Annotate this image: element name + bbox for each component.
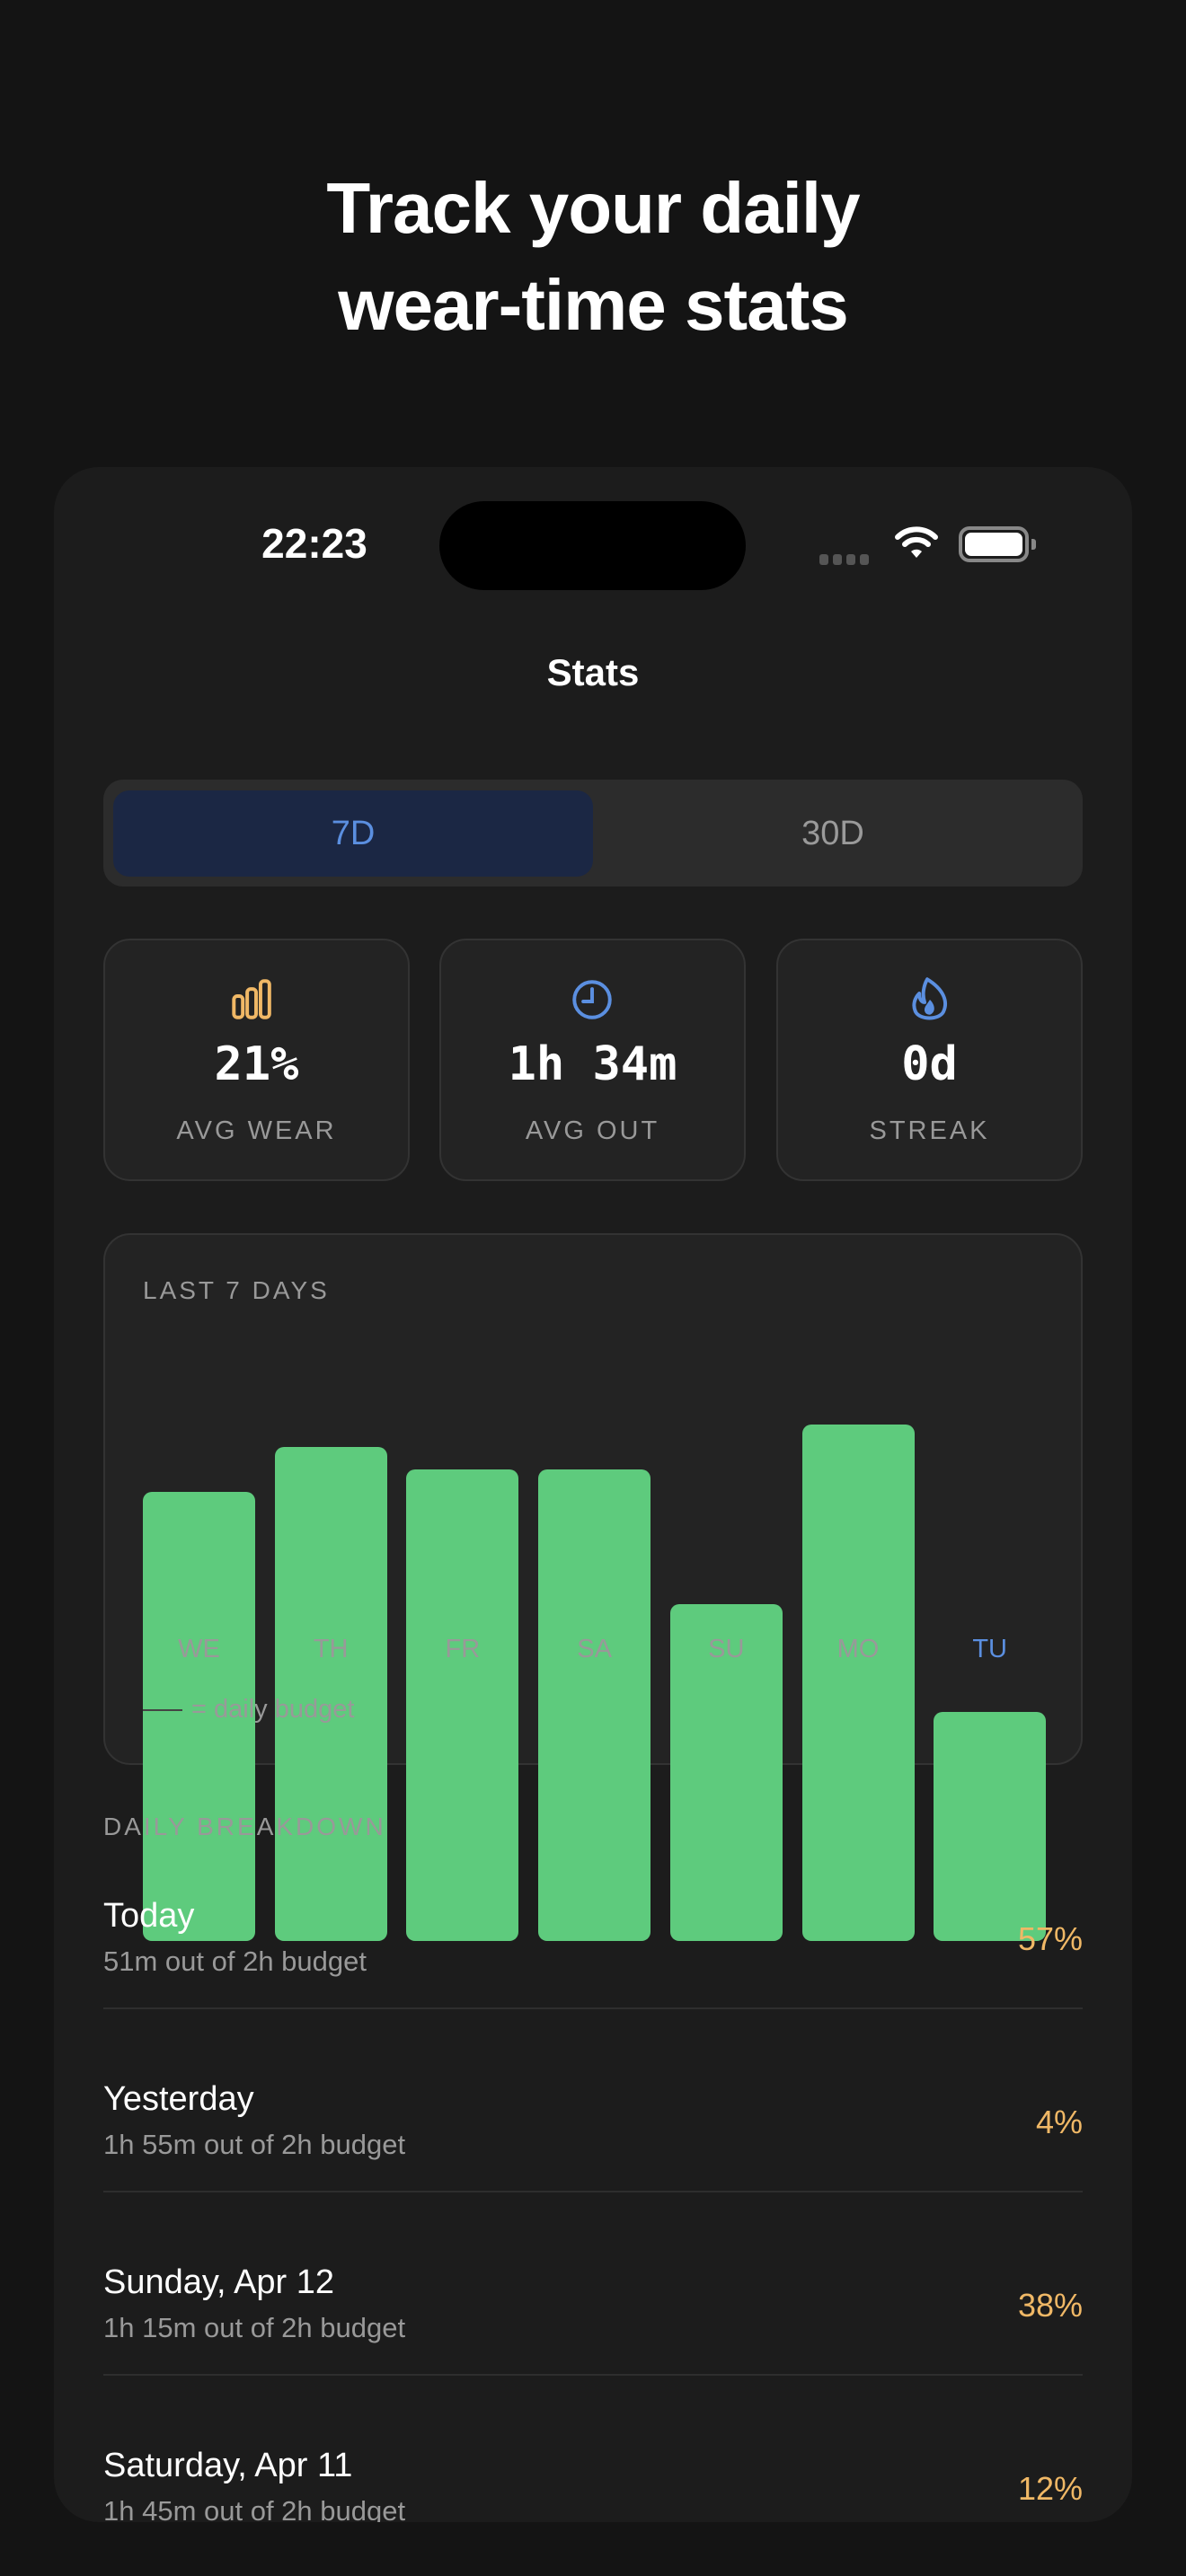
divider xyxy=(103,2374,1083,2376)
row-subtitle: 1h 15m out of 2h budget xyxy=(103,2312,406,2343)
breakdown-row[interactable]: Sunday, Apr 12 1h 15m out of 2h budget 38% xyxy=(103,2263,1083,2447)
bar-sa xyxy=(538,1469,651,1941)
x-label-we: WE xyxy=(178,1635,220,1663)
section-title: DAILY BREAKDOWN xyxy=(103,1813,386,1840)
x-label-tu: TU xyxy=(972,1635,1008,1663)
battery-icon xyxy=(959,526,1036,562)
row-subtitle: 1h 45m out of 2h budget xyxy=(103,2495,406,2522)
bar-we xyxy=(143,1492,255,1941)
breakdown-row[interactable]: Yesterday 1h 55m out of 2h budget 4% xyxy=(103,2080,1083,2263)
stat-label: AVG WEAR xyxy=(176,1116,337,1145)
row-title: Sunday, Apr 12 xyxy=(103,2263,335,2301)
signal-dots-icon xyxy=(819,553,873,569)
stat-card-avg-wear: 21% AVG WEAR xyxy=(103,939,410,1181)
flame-icon xyxy=(912,977,948,1020)
divider xyxy=(103,2191,1083,2192)
row-subtitle: 51m out of 2h budget xyxy=(103,1945,367,1977)
clock-icon xyxy=(572,980,612,1019)
stat-value: 1h 34m xyxy=(508,1037,677,1091)
bar-chart-icon xyxy=(232,979,271,1019)
breakdown-row[interactable]: Saturday, Apr 11 1h 45m out of 2h budget 1… xyxy=(103,2447,1083,2522)
dynamic-island xyxy=(439,501,746,590)
x-label-mo: MO xyxy=(836,1635,880,1663)
bar-tu xyxy=(934,1712,1047,1941)
segment-7d[interactable]: 7D xyxy=(113,790,593,877)
stat-value: 21% xyxy=(214,1037,299,1091)
row-percent: 57% xyxy=(1017,1920,1083,1957)
x-label-th: TH xyxy=(313,1635,349,1663)
budget-line-swatch xyxy=(143,1709,182,1712)
row-percent: 4% xyxy=(1035,2104,1083,2140)
wifi-icon xyxy=(895,526,938,558)
stat-label: STREAK xyxy=(869,1116,990,1145)
chart-title: LAST 7 DAYS xyxy=(143,1276,330,1304)
chart-legend: = daily budget xyxy=(143,1695,354,1725)
marketing-headline: Track your daily wear-time stats xyxy=(0,160,1186,354)
breakdown-row[interactable]: Today 51m out of 2h budget 57% xyxy=(103,1897,1083,2080)
page-title: Stats xyxy=(546,651,640,693)
last-7-days-chart: LAST 7 DAYS WE TH FR SA SU MO TU = daily budge… xyxy=(103,1233,1083,1941)
segment-30d[interactable]: 30D xyxy=(801,815,864,852)
legend-label: = daily budget xyxy=(191,1695,355,1724)
row-title: Saturday, Apr 11 xyxy=(103,2447,353,2484)
row-percent: 12% xyxy=(1017,2470,1083,2507)
headline-line-2: wear-time stats xyxy=(338,265,848,345)
stat-card-streak: 0d STREAK xyxy=(776,939,1083,1181)
row-title: Yesterday xyxy=(103,2080,254,2118)
bar-fr xyxy=(406,1469,519,1941)
row-subtitle: 1h 55m out of 2h budget xyxy=(103,2129,406,2160)
stat-card-avg-out: 1h 34m AVG OUT xyxy=(439,939,746,1181)
x-label-sa: SA xyxy=(577,1635,612,1663)
headline-line-1: Track your daily xyxy=(326,168,860,248)
status-time: 22:23 xyxy=(261,520,367,567)
row-percent: 38% xyxy=(1017,2287,1083,2324)
row-title: Today xyxy=(103,1897,195,1935)
stat-value: 0d xyxy=(901,1037,958,1091)
phone-screen: 22:23 Stats 7D 30D 21% AVG WEAR 1h 34m A… xyxy=(54,467,1132,2522)
x-label-fr: FR xyxy=(445,1635,481,1663)
bar-th xyxy=(274,1447,387,1941)
bar-mo xyxy=(801,1425,915,1941)
range-segmented-control: 7D 30D xyxy=(103,780,1083,887)
divider xyxy=(103,2007,1083,2009)
x-label-su: SU xyxy=(708,1635,745,1663)
bar-su xyxy=(669,1604,783,1941)
stat-label: AVG OUT xyxy=(525,1116,660,1145)
